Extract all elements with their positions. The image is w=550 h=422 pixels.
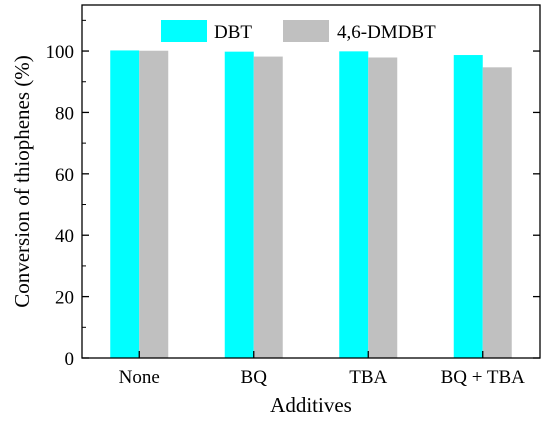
legend-swatch-dbt (161, 20, 207, 42)
x-axis-label: Additives (270, 393, 352, 417)
legend: DBT 4,6-DMDBT (161, 20, 436, 43)
y-tick-label: 20 (55, 288, 74, 309)
y-tick-label: 80 (55, 103, 74, 124)
bar-4-6-dmdbt-bq-tba (482, 67, 512, 359)
bar-4-6-dmdbt-bq (253, 56, 283, 358)
legend-swatch-4-6-dmdbt (283, 20, 329, 42)
bar-dbt-none (110, 50, 140, 358)
y-axis-ticks: 0 20 40 60 80 100 (46, 19, 540, 370)
x-tick-label: None (119, 367, 160, 388)
x-tick-label: TBA (349, 367, 387, 388)
bars-layer (110, 50, 512, 359)
plot-frame (81, 4, 541, 359)
x-tick-label: BQ (241, 367, 268, 388)
bar-dbt-bq (224, 51, 254, 359)
y-tick-label: 40 (55, 226, 74, 247)
x-tick-label: BQ + TBA (441, 367, 526, 388)
x-axis-ticks: None BQ TBA BQ + TBA (119, 351, 525, 388)
y-tick-label: 100 (46, 42, 75, 63)
legend-label-4-6-dmdbt: 4,6-DMDBT (337, 22, 436, 43)
y-tick-label: 0 (65, 349, 75, 370)
legend-label-dbt: DBT (214, 22, 252, 43)
bar-dbt-tba (339, 51, 369, 358)
bar-4-6-dmdbt-none (139, 50, 169, 359)
y-axis-label: Conversion of thiophenes (%) (10, 55, 34, 308)
bar-4-6-dmdbt-tba (368, 57, 398, 359)
y-tick-label: 60 (55, 165, 74, 186)
bar-dbt-bq-tba (453, 55, 483, 359)
